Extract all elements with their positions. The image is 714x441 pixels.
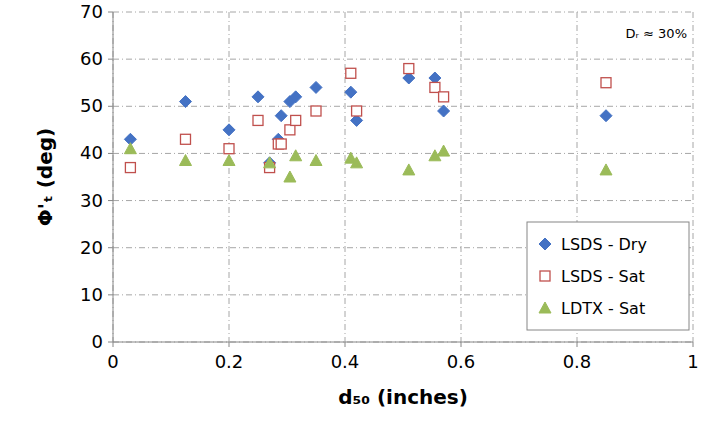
x-tick-label: 0.6 — [447, 351, 476, 372]
x-tick — [461, 342, 462, 347]
y-axis-label: Φ'ₜ (deg) — [33, 128, 57, 226]
annotation: Dᵣ ≈ 30% — [626, 26, 687, 41]
y-tick — [108, 153, 113, 154]
point — [403, 164, 415, 175]
y-tick-label: 30 — [80, 190, 103, 211]
point — [439, 92, 449, 102]
x-tick — [345, 342, 346, 347]
legend-label: LSDS - Sat — [561, 267, 645, 286]
x-tick-label: 0.2 — [215, 351, 244, 372]
x-grid-line — [229, 12, 230, 342]
point — [253, 115, 263, 125]
y-grid-line — [113, 106, 693, 107]
x-tick — [229, 342, 230, 347]
point — [124, 143, 136, 154]
chart: 0 10 20 30 40 50 60 70 0 0.2 0.4 0.6 0.8 1 d₅₀ (inches… — [0, 0, 714, 441]
point — [181, 134, 191, 144]
y-tick-label: 70 — [80, 1, 103, 22]
y-tick-label: 0 — [92, 331, 103, 352]
grid — [108, 12, 693, 347]
y-grid-line — [113, 153, 693, 154]
x-tick-label: 1 — [687, 351, 698, 372]
point — [600, 164, 612, 175]
y-axis — [113, 12, 114, 342]
y-grid-line — [113, 12, 693, 13]
y-tick — [108, 59, 113, 60]
x-grid-line — [693, 12, 694, 342]
background — [0, 0, 714, 441]
y-grid-line — [113, 342, 693, 343]
y-tick — [108, 247, 113, 248]
point — [275, 110, 287, 122]
y-grid-line — [113, 59, 693, 60]
y-grid-line — [113, 200, 693, 201]
y-tick — [108, 12, 113, 13]
y-tick-label: 60 — [80, 48, 103, 69]
x-tick — [577, 342, 578, 347]
legend-label: LSDS - Dry — [561, 235, 647, 254]
y-tick-label: 40 — [80, 142, 103, 163]
y-tick — [108, 342, 113, 343]
point — [290, 91, 302, 103]
points — [124, 64, 612, 182]
point — [438, 145, 450, 156]
point — [223, 155, 235, 166]
y-tick — [108, 106, 113, 107]
point — [438, 105, 450, 117]
x-grid-line — [345, 12, 346, 342]
x-grid-line — [113, 12, 114, 342]
point — [291, 115, 301, 125]
y-tick — [108, 200, 113, 201]
legend: LSDS - Dry LSDS - Sat LDTX - Sat — [527, 222, 689, 330]
point — [284, 171, 296, 182]
x-axis-label: d₅₀ (inches) — [338, 385, 468, 409]
y-tick-label: 20 — [80, 237, 103, 258]
legend-box — [527, 222, 689, 330]
point — [430, 82, 440, 92]
point — [310, 81, 322, 93]
legend-marker — [539, 302, 551, 313]
x-tick-label: 0.8 — [563, 351, 592, 372]
point — [290, 150, 302, 161]
point — [264, 157, 276, 168]
legend-label: LDTX - Sat — [561, 299, 645, 318]
x-tick-label: 0.4 — [331, 351, 360, 372]
point — [404, 64, 414, 74]
legend-marker — [540, 271, 550, 281]
y-tick-label: 50 — [80, 95, 103, 116]
y-tick-label: 10 — [80, 284, 103, 305]
x-tick — [693, 342, 694, 347]
point — [345, 86, 357, 98]
legend-marker — [539, 238, 551, 250]
point — [285, 125, 295, 135]
x-tick-label: 0 — [107, 351, 118, 372]
point — [351, 157, 363, 168]
point — [252, 91, 264, 103]
point — [352, 106, 362, 116]
point — [311, 106, 321, 116]
point — [125, 163, 135, 173]
point — [223, 124, 235, 136]
x-grid-line — [461, 12, 462, 342]
y-tick — [108, 294, 113, 295]
point — [600, 110, 612, 122]
x-axis — [113, 342, 693, 343]
point — [601, 78, 611, 88]
point — [346, 68, 356, 78]
point — [310, 155, 322, 166]
point — [224, 144, 234, 154]
point — [276, 139, 286, 149]
point — [180, 96, 192, 108]
x-tick — [113, 342, 114, 347]
point — [180, 155, 192, 166]
